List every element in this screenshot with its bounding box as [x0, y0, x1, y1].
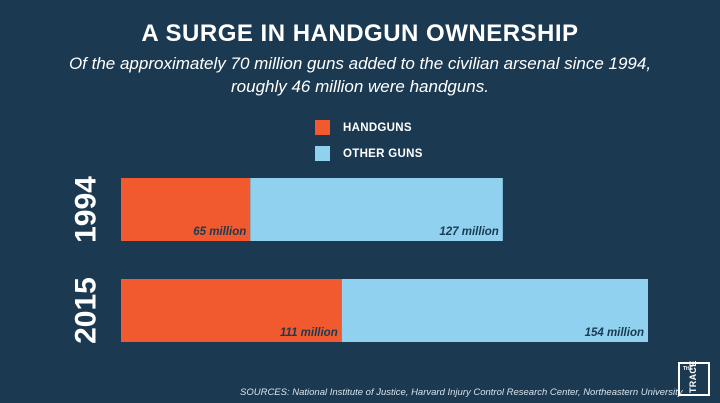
- data-label-1994-other-guns: 127 million: [439, 226, 498, 238]
- bar-2015-other-guns: [341, 279, 648, 342]
- category-label-2015: 2015: [70, 277, 103, 344]
- logo-trace-text: TRACE: [688, 360, 698, 394]
- legend-item-other-guns: OTHER GUNS: [315, 146, 423, 161]
- chart-subtitle: Of the approximately 70 million guns add…: [68, 54, 652, 96]
- legend-label-handguns: HANDGUNS: [343, 121, 412, 134]
- data-label-2015-handguns: 111 million: [280, 327, 338, 339]
- sources-note: SOURCES: National Institute of Justice, …: [240, 387, 683, 398]
- bar-1994-other-guns: [250, 178, 503, 241]
- category-label-1994: 1994: [70, 176, 103, 243]
- data-label-2015-other-guns: 154 million: [585, 327, 644, 339]
- legend-label-other-guns: OTHER GUNS: [343, 147, 423, 160]
- legend-item-handguns: HANDGUNS: [315, 120, 412, 135]
- chart-title: A SURGE IN HANDGUN OWNERSHIP: [141, 20, 579, 47]
- bar-2015-handguns: [121, 279, 342, 342]
- bar-1994-handguns: [121, 178, 251, 241]
- data-label-1994-handguns: 65 million: [193, 226, 246, 238]
- logo-the-text: THE: [683, 366, 693, 372]
- the-trace-logo: THE TRACE: [678, 360, 710, 396]
- legend-swatch-handguns: [315, 120, 330, 135]
- legend-swatch-other-guns: [315, 146, 330, 161]
